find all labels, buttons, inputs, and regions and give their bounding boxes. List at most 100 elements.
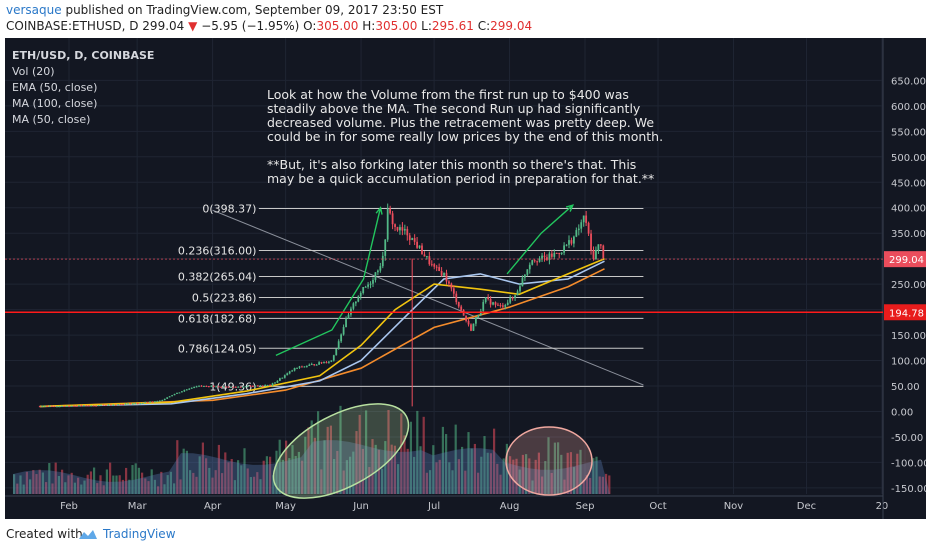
volume-bar [336, 450, 339, 494]
candle-body [252, 385, 254, 387]
volume-bar [25, 471, 28, 494]
volume-bar [214, 470, 217, 494]
legend-ma100[interactable]: MA (100, close) [12, 97, 98, 110]
volume-bar [381, 468, 384, 494]
volume-bar [553, 442, 556, 494]
volume-bar [448, 462, 451, 494]
volume-bar [573, 467, 576, 494]
volume-bar [22, 484, 25, 494]
ohlc-line: COINBASE:ETHUSD, D 299.04 ▼ −5.95 (−1.95… [6, 19, 532, 33]
volume-bar [355, 431, 358, 494]
candle-body [477, 315, 480, 318]
volume-bar [361, 448, 364, 494]
chart-panel[interactable]: 650.00 600.00 550.00 500.00 450.00 400.00 350.… [5, 38, 926, 519]
candle-body [278, 378, 281, 381]
candle-body [403, 229, 406, 231]
open-label: O: [303, 19, 317, 33]
tradingview-link[interactable]: TradingView [103, 527, 176, 541]
volume-bar [413, 456, 416, 494]
volume-bar [208, 467, 211, 494]
legend-ma50[interactable]: MA (50, close) [12, 113, 91, 126]
candle-body [183, 390, 186, 392]
publish-line: versaque published on TradingView.com, S… [6, 3, 443, 17]
candle-body [41, 405, 44, 407]
candle-body [354, 301, 357, 304]
candle-body [291, 370, 294, 372]
candle-body [396, 226, 399, 231]
volume-bar [128, 479, 131, 494]
candle-body [543, 255, 546, 258]
fib-level-label: 0.236(316.00) [178, 245, 257, 258]
volume-bar [93, 467, 96, 494]
chart-header: versaque published on TradingView.com, S… [0, 0, 932, 38]
volume-bar [419, 446, 422, 494]
volume-bar [358, 414, 361, 494]
volume-bar [339, 405, 342, 494]
candle-body [580, 222, 583, 229]
candle-body [501, 305, 504, 307]
candle-body [369, 283, 372, 285]
candle-body [286, 373, 289, 376]
legend-volume[interactable]: Vol (20) [12, 65, 55, 78]
candle-body [315, 364, 318, 366]
candle-body [58, 406, 61, 408]
volume-bar [86, 474, 89, 494]
candle-body [450, 283, 453, 289]
volume-bar [569, 452, 572, 494]
candle-body [65, 405, 68, 407]
volume-bar [477, 472, 480, 494]
candle-body [281, 377, 284, 379]
candle-body [82, 405, 85, 407]
candle-body [323, 362, 325, 364]
volume-bar [301, 460, 304, 494]
candle-body [342, 327, 345, 335]
candle-body [154, 401, 156, 403]
legend-ema50[interactable]: EMA (50, close) [12, 81, 98, 94]
chart-canvas[interactable]: 650.00 600.00 550.00 500.00 450.00 400.00 350.… [5, 38, 926, 519]
candle-body [423, 254, 426, 257]
volume-bar [141, 472, 144, 494]
volume-bar [480, 456, 483, 494]
candle-body [161, 400, 164, 402]
candle-body [266, 384, 269, 386]
candle-body [109, 404, 112, 406]
candle-body [127, 403, 129, 405]
volume-bar [32, 470, 35, 494]
candle-body [87, 405, 90, 407]
volume-bar [189, 470, 192, 494]
candle-body [528, 264, 531, 270]
x-tick-label: Apr [204, 501, 222, 512]
candle-body [374, 272, 377, 280]
candle-body [376, 270, 379, 273]
x-tick-label: 20 [876, 501, 889, 512]
candle-body [372, 279, 374, 284]
volume-bar [425, 472, 428, 494]
author-link[interactable]: versaque [6, 3, 62, 17]
candle-body [100, 404, 102, 406]
fib-level-label: 0(398.37) [202, 203, 256, 216]
candle-body [428, 256, 431, 265]
candle-body [56, 406, 58, 408]
volume-bar [486, 452, 489, 494]
symbol-label: COINBASE:ETHUSD, D [6, 19, 139, 33]
candle-body [313, 364, 316, 366]
last-price-label: 299.04 [889, 255, 924, 266]
x-tick-label: Feb [60, 501, 78, 512]
candle-body [511, 297, 514, 299]
candle-body [43, 405, 46, 407]
volume-bar [109, 462, 112, 494]
volume-bar [160, 471, 163, 494]
volume-bar [368, 467, 371, 494]
y-tick-label: 650.00 [891, 76, 926, 87]
volume-bar [313, 437, 316, 494]
volume-bar [349, 456, 352, 494]
y-tick-label: 150.00 [891, 331, 926, 342]
candle-body [149, 401, 151, 403]
candle-body [386, 208, 389, 240]
candle-body [303, 366, 306, 368]
volume-bar [352, 451, 355, 494]
volume-bar [16, 483, 19, 494]
volume-bar [371, 439, 374, 494]
candle-body [470, 324, 472, 331]
volume-bar [134, 463, 137, 494]
